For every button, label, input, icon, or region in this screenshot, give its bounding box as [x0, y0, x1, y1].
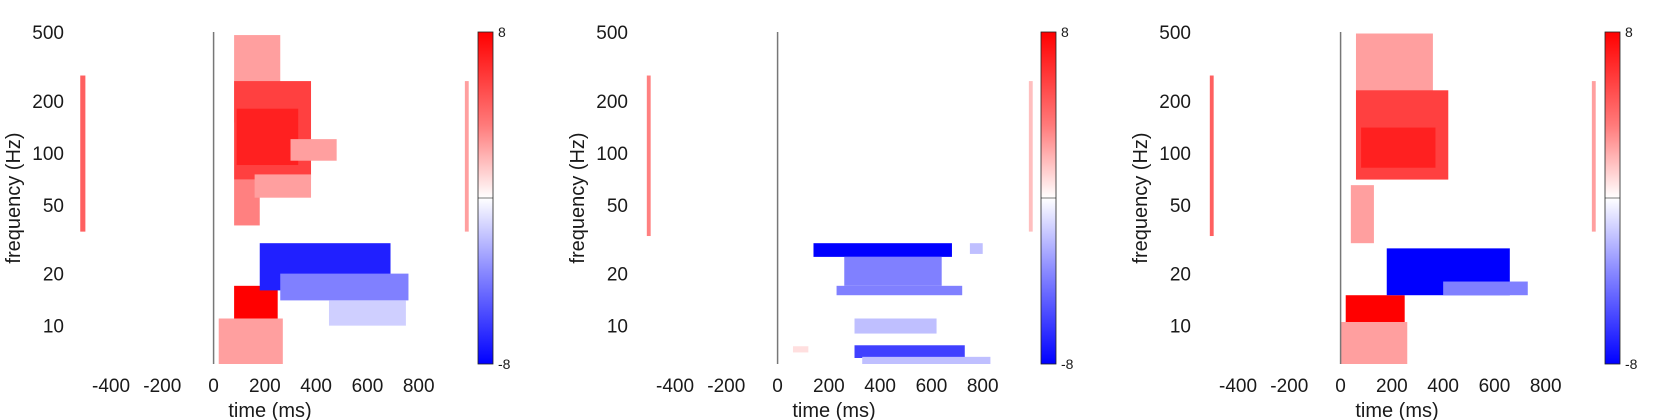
- x-tick-label: 600: [352, 376, 384, 397]
- heatmap-area: [1209, 33, 1596, 364]
- x-tick-label: 800: [967, 376, 999, 397]
- chart-panel-3: 10 20 50 100 200 500 -400 -200 0 200 400 600 800 time…: [1130, 23, 1638, 420]
- colorbar-max-label: 8: [1061, 24, 1069, 40]
- heatmap-cell: [969, 243, 983, 254]
- y-tick-label: 200: [32, 92, 64, 113]
- y-tick-label: 100: [32, 144, 64, 165]
- y-tick-label: 10: [43, 317, 64, 338]
- heatmap-area: [646, 75, 1033, 364]
- heatmap-cell: [280, 273, 409, 301]
- x-tick-label: -400: [92, 376, 130, 397]
- heatmap-cell: [80, 75, 86, 232]
- y-tick-label: 500: [32, 23, 64, 44]
- y-axis-label: frequency (Hz): [3, 132, 25, 263]
- heatmap-cell: [254, 174, 312, 198]
- x-axis-label: time (ms): [1355, 400, 1438, 420]
- x-axis-label: time (ms): [792, 400, 875, 420]
- y-tick-label: 100: [1159, 144, 1191, 165]
- x-tick-label: -200: [1270, 376, 1308, 397]
- x-tick-label: 0: [1335, 376, 1346, 397]
- x-tick-label: -400: [1219, 376, 1257, 397]
- y-tick-label: 50: [1170, 196, 1191, 217]
- heatmap-cell: [236, 108, 299, 166]
- x-tick-label: 0: [208, 376, 219, 397]
- y-tick-label: 20: [607, 265, 628, 286]
- heatmap-cell: [328, 300, 406, 326]
- heatmap-cell: [844, 256, 942, 286]
- heatmap-cell: [813, 243, 952, 257]
- x-axis-label: time (ms): [228, 400, 311, 420]
- y-tick-label: 20: [1170, 265, 1191, 286]
- chart-panel-2: 10 20 50 100 200 500 -400 -200 0 200 400 600 800 time…: [567, 23, 1074, 420]
- chart-panel-1: 10 20 50 100 200 500 -400 -200 0 200 400 600 800 time…: [3, 23, 511, 420]
- y-tick-label: 50: [607, 196, 628, 217]
- heatmap-cell: [1340, 321, 1408, 364]
- colorbar-min-label: -8: [1625, 356, 1638, 372]
- x-tick-label: 200: [1376, 376, 1408, 397]
- x-tick-label: 800: [1530, 376, 1562, 397]
- colorbar-min-label: -8: [498, 356, 511, 372]
- y-tick-label: 10: [607, 317, 628, 338]
- heatmap-cell: [862, 356, 991, 364]
- colorbar-min-label: -8: [1061, 356, 1074, 372]
- y-tick-label: 10: [1170, 317, 1191, 338]
- y-axis-label: frequency (Hz): [1130, 132, 1152, 263]
- heatmap-cell: [646, 75, 651, 237]
- heatmap-cell: [1361, 127, 1436, 168]
- y-tick-label: 500: [1159, 23, 1191, 44]
- y-tick-label: 200: [1159, 92, 1191, 113]
- y-tick-label: 50: [43, 196, 64, 217]
- x-tick-label: -200: [143, 376, 181, 397]
- heatmap-cell: [464, 81, 469, 232]
- heatmap-cell: [854, 318, 937, 334]
- y-tick-label: 500: [596, 23, 628, 44]
- x-tick-label: 600: [916, 376, 948, 397]
- x-tick-label: 400: [1427, 376, 1459, 397]
- x-tick-label: 400: [300, 376, 332, 397]
- y-tick-label: 200: [596, 92, 628, 113]
- x-tick-label: 800: [403, 376, 435, 397]
- heatmap-cell: [1591, 81, 1596, 232]
- colorbar-max-label: 8: [1625, 24, 1633, 40]
- x-tick-label: 400: [864, 376, 896, 397]
- colorbar-max-label: 8: [498, 24, 506, 40]
- heatmap-cell: [218, 318, 283, 364]
- x-tick-label: 200: [813, 376, 845, 397]
- heatmap-cell: [1443, 281, 1528, 296]
- heatmap-cell: [1028, 81, 1033, 232]
- x-tick-label: -400: [656, 376, 694, 397]
- y-axis-label: frequency (Hz): [567, 132, 589, 263]
- heatmap-cell: [290, 139, 337, 161]
- heatmap-cell: [1350, 185, 1374, 244]
- heatmap-cell: [792, 346, 809, 353]
- heatmap-cell: [1209, 75, 1214, 237]
- heatmap-cell: [1345, 295, 1405, 326]
- x-tick-label: 600: [1479, 376, 1511, 397]
- x-tick-label: 0: [772, 376, 783, 397]
- y-tick-label: 100: [596, 144, 628, 165]
- heatmap-cell: [854, 345, 965, 358]
- x-tick-label: 200: [249, 376, 281, 397]
- heatmap-cell: [836, 285, 963, 296]
- y-tick-label: 20: [43, 265, 64, 286]
- heatmap-area: [80, 35, 469, 364]
- x-tick-label: -200: [707, 376, 745, 397]
